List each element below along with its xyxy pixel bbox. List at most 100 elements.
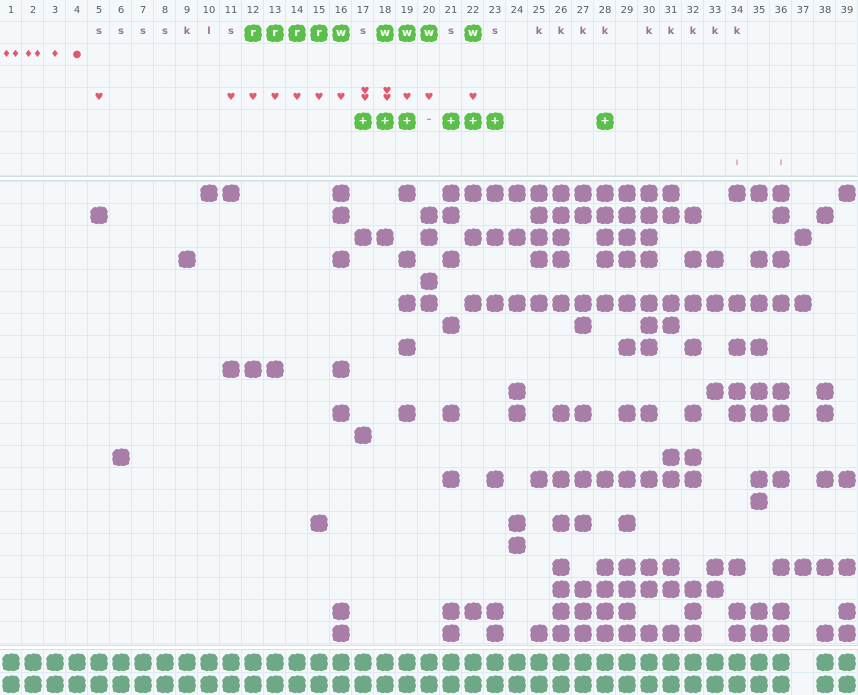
purple-tile[interactable] (683, 469, 703, 489)
action-letter[interactable]: k (711, 26, 719, 37)
bottom-tile[interactable] (617, 674, 637, 694)
bottom-tile[interactable] (287, 674, 307, 694)
purple-tile[interactable] (749, 491, 769, 511)
bottom-tile[interactable] (243, 652, 263, 672)
purple-tile[interactable] (243, 359, 263, 379)
purple-tile[interactable] (595, 601, 615, 621)
purple-tile[interactable] (485, 623, 505, 643)
purple-tile[interactable] (507, 513, 527, 533)
bottom-tile[interactable] (595, 652, 615, 672)
purple-tile[interactable] (177, 249, 197, 269)
plus-tile[interactable]: + (485, 111, 505, 131)
action-letter[interactable]: k (733, 26, 741, 37)
purple-tile[interactable] (771, 403, 791, 423)
purple-tile[interactable] (573, 183, 593, 203)
bottom-tile[interactable] (331, 674, 351, 694)
purple-tile[interactable] (573, 205, 593, 225)
bottom-tile[interactable] (397, 674, 417, 694)
purple-tile[interactable] (221, 183, 241, 203)
purple-tile[interactable] (441, 205, 461, 225)
purple-tile[interactable] (617, 293, 637, 313)
plus-tile[interactable]: + (353, 111, 373, 131)
bottom-tile[interactable] (45, 674, 65, 694)
purple-tile[interactable] (573, 403, 593, 423)
purple-tile[interactable] (529, 205, 549, 225)
purple-tile[interactable] (573, 601, 593, 621)
purple-tile[interactable] (639, 557, 659, 577)
purple-tile[interactable] (617, 469, 637, 489)
action-letter[interactable]: s (118, 26, 124, 37)
purple-tile[interactable] (639, 403, 659, 423)
purple-tile[interactable] (639, 205, 659, 225)
purple-tile[interactable] (727, 183, 747, 203)
purple-tile[interactable] (419, 227, 439, 247)
purple-tile[interactable] (661, 557, 681, 577)
bottom-tile[interactable] (1, 652, 21, 672)
purple-tile[interactable] (551, 249, 571, 269)
purple-tile[interactable] (331, 359, 351, 379)
purple-tile[interactable] (111, 447, 131, 467)
purple-tile[interactable] (507, 403, 527, 423)
purple-tile[interactable] (793, 227, 813, 247)
purple-tile[interactable] (529, 227, 549, 247)
purple-tile[interactable] (639, 293, 659, 313)
purple-tile[interactable] (749, 403, 769, 423)
bottom-tile[interactable] (67, 652, 87, 672)
purple-tile[interactable] (595, 205, 615, 225)
action-letter[interactable]: s (448, 26, 454, 37)
action-letter[interactable]: s (140, 26, 146, 37)
purple-tile[interactable] (661, 447, 681, 467)
bottom-tile[interactable] (683, 674, 703, 694)
bottom-tile[interactable] (727, 652, 747, 672)
purple-tile[interactable] (683, 205, 703, 225)
purple-tile[interactable] (485, 293, 505, 313)
bottom-tile[interactable] (23, 652, 43, 672)
purple-tile[interactable] (573, 579, 593, 599)
bottom-tile[interactable] (177, 652, 197, 672)
action-letter[interactable]: k (557, 26, 565, 37)
green-action-tile[interactable]: r (243, 23, 263, 43)
purple-tile[interactable] (441, 249, 461, 269)
purple-tile[interactable] (683, 403, 703, 423)
purple-tile[interactable] (573, 513, 593, 533)
purple-tile[interactable] (551, 469, 571, 489)
bottom-tile[interactable] (1, 674, 21, 694)
purple-tile[interactable] (749, 469, 769, 489)
purple-tile[interactable] (661, 623, 681, 643)
purple-tile[interactable] (507, 381, 527, 401)
purple-tile[interactable] (89, 205, 109, 225)
bottom-tile[interactable] (639, 652, 659, 672)
purple-tile[interactable] (595, 469, 615, 489)
purple-tile[interactable] (683, 579, 703, 599)
purple-tile[interactable] (661, 315, 681, 335)
purple-tile[interactable] (705, 249, 725, 269)
purple-tile[interactable] (815, 205, 835, 225)
purple-tile[interactable] (331, 205, 351, 225)
purple-tile[interactable] (419, 205, 439, 225)
purple-tile[interactable] (617, 579, 637, 599)
purple-tile[interactable] (485, 469, 505, 489)
purple-tile[interactable] (837, 601, 857, 621)
purple-tile[interactable] (705, 381, 725, 401)
purple-tile[interactable] (683, 447, 703, 467)
bottom-tile[interactable] (155, 652, 175, 672)
bottom-tile[interactable] (309, 652, 329, 672)
purple-tile[interactable] (771, 205, 791, 225)
purple-tile[interactable] (815, 623, 835, 643)
purple-tile[interactable] (815, 557, 835, 577)
purple-tile[interactable] (375, 227, 395, 247)
green-action-tile[interactable]: w (331, 23, 351, 43)
purple-tile[interactable] (815, 469, 835, 489)
purple-tile[interactable] (771, 381, 791, 401)
purple-tile[interactable] (771, 249, 791, 269)
bottom-tile[interactable] (771, 652, 791, 672)
purple-tile[interactable] (507, 535, 527, 555)
purple-tile[interactable] (551, 557, 571, 577)
purple-tile[interactable] (441, 403, 461, 423)
action-letter[interactable]: k (601, 26, 609, 37)
purple-tile[interactable] (749, 183, 769, 203)
purple-tile[interactable] (617, 337, 637, 357)
action-letter[interactable]: l (207, 26, 211, 37)
green-action-tile[interactable]: w (375, 23, 395, 43)
bottom-tile[interactable] (661, 652, 681, 672)
